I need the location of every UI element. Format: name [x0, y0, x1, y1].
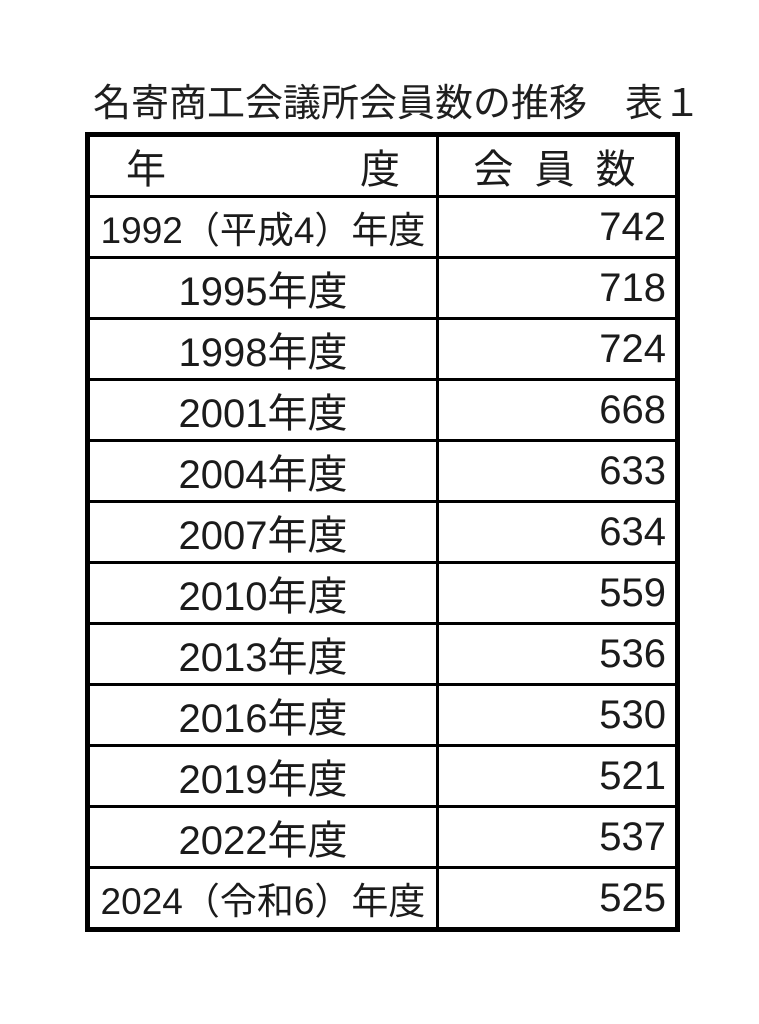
- year-cell: 2019年度: [86, 744, 439, 808]
- members-cell: 521: [436, 744, 679, 808]
- members-table: 年 度 会 員 数 1992（平成4）年度 742 1995年度 718 199…: [85, 132, 680, 932]
- table-row: 2001年度 668: [86, 378, 679, 442]
- members-cell: 530: [436, 683, 679, 747]
- table-row: 1995年度 718: [86, 256, 679, 320]
- year-cell: 2010年度: [86, 561, 439, 625]
- table-row: 2010年度 559: [86, 561, 679, 625]
- table-row: 2019年度 521: [86, 744, 679, 808]
- year-cell: 1992（平成4）年度: [86, 195, 439, 259]
- table-row: 2016年度 530: [86, 683, 679, 747]
- members-cell: 537: [436, 805, 679, 869]
- members-cell: 633: [436, 439, 679, 503]
- column-header-year: 年 度: [86, 133, 439, 198]
- year-cell: 2001年度: [86, 378, 439, 442]
- year-cell: 2024（令和6）年度: [86, 866, 439, 931]
- table-row: 1998年度 724: [86, 317, 679, 381]
- members-cell: 724: [436, 317, 679, 381]
- table-row: 2013年度 536: [86, 622, 679, 686]
- members-cell: 525: [436, 866, 679, 931]
- members-cell: 718: [436, 256, 679, 320]
- table-row: 1992（平成4）年度 742: [86, 195, 679, 259]
- year-cell: 2007年度: [86, 500, 439, 564]
- table-row: 2007年度 634: [86, 500, 679, 564]
- table-row: 2024（令和6）年度 525: [86, 866, 679, 931]
- table-row: 2022年度 537: [86, 805, 679, 869]
- year-cell: 2004年度: [86, 439, 439, 503]
- year-cell: 2013年度: [86, 622, 439, 686]
- year-header-left-label: 年: [126, 148, 166, 192]
- table-row: 2004年度 633: [86, 439, 679, 503]
- year-cell: 2016年度: [86, 683, 439, 747]
- year-cell: 2022年度: [86, 805, 439, 869]
- year-cell: 1995年度: [86, 256, 439, 320]
- year-cell: 1998年度: [86, 317, 439, 381]
- members-cell: 559: [436, 561, 679, 625]
- column-header-members: 会 員 数: [436, 133, 679, 198]
- members-cell: 536: [436, 622, 679, 686]
- page-title: 名寄商工会議所会員数の推移 表１: [93, 83, 702, 125]
- members-cell: 668: [436, 378, 679, 442]
- table-header-row: 年 度 会 員 数: [86, 133, 679, 198]
- members-cell: 634: [436, 500, 679, 564]
- members-cell: 742: [436, 195, 679, 259]
- year-header-right-label: 度: [360, 148, 400, 192]
